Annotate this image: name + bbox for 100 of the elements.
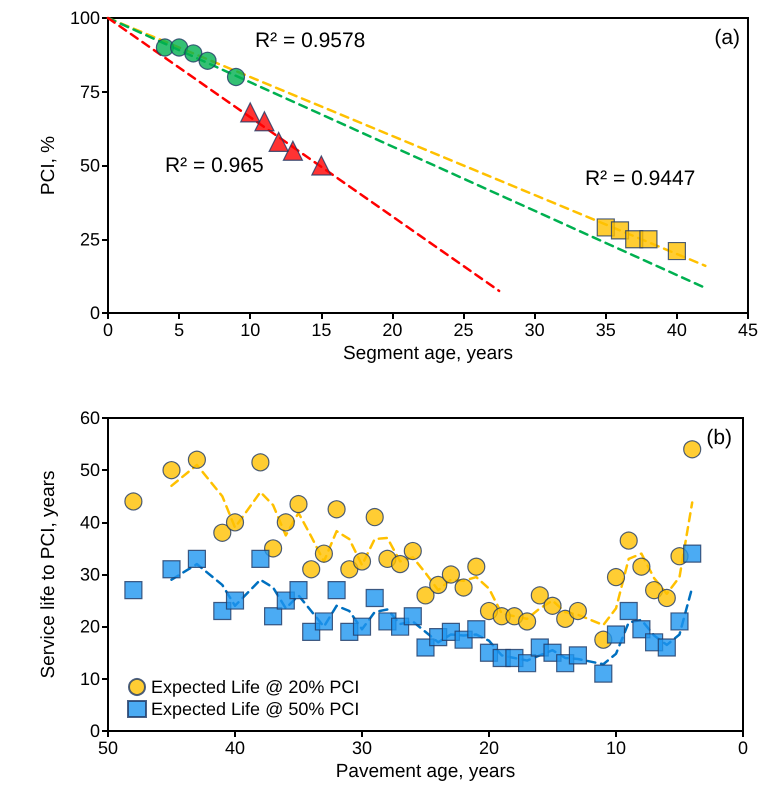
x-tick-label: 30 [524, 320, 545, 340]
point [670, 612, 689, 631]
x-tick-label: 25 [454, 320, 474, 340]
point [251, 453, 270, 472]
y-tick-label: 0 [90, 303, 100, 323]
point [658, 588, 676, 608]
point [124, 581, 142, 600]
y-tick-label: 25 [80, 229, 100, 250]
point [198, 52, 217, 70]
y-tick-label: 75 [80, 82, 100, 102]
point [352, 618, 372, 636]
legend-label: Expected Life @ 50% PCI [151, 699, 360, 719]
x-tick-label: 15 [311, 320, 332, 340]
point [311, 155, 332, 176]
point [668, 242, 686, 260]
point [340, 560, 358, 578]
x-tick-label: 5 [174, 320, 184, 340]
y-axis-title: Service life to PCI, years [38, 470, 59, 679]
x-axis-title: Segment age, years [342, 342, 514, 364]
y-tick-label: 60 [80, 408, 100, 428]
annotation: R² = 0.965 [165, 154, 264, 177]
point [645, 581, 664, 600]
y-tick-label: 10 [80, 668, 100, 689]
point [639, 230, 658, 248]
x-tick-label: 40 [666, 320, 687, 340]
point [518, 612, 536, 631]
x-axis-title: Pavement age, years [336, 760, 516, 782]
point [391, 554, 410, 574]
point [226, 591, 244, 610]
x-tick-label: 45 [738, 320, 758, 340]
legend-label: Expected Life @ 20% PCI [151, 677, 360, 697]
point [188, 450, 206, 469]
y-tick-label: 30 [80, 564, 100, 584]
point [162, 461, 181, 480]
point [328, 581, 346, 600]
point [632, 620, 650, 638]
point [289, 494, 308, 514]
point [404, 607, 422, 626]
point [467, 620, 486, 638]
point [568, 602, 587, 620]
point [606, 568, 626, 586]
y-tick-label: 100 [70, 8, 100, 28]
point [302, 560, 320, 578]
point [188, 550, 206, 568]
point [467, 558, 486, 576]
point [282, 140, 303, 161]
x-tick-label: 30 [352, 738, 372, 758]
x-tick-label: 20 [478, 738, 500, 758]
point [632, 558, 650, 576]
point [556, 610, 574, 628]
point [264, 607, 282, 626]
point [594, 664, 612, 683]
point [240, 102, 260, 122]
point [454, 578, 473, 597]
point [416, 586, 435, 604]
point [276, 513, 295, 532]
y-tick-label: 40 [80, 512, 100, 532]
point [251, 550, 270, 568]
point [328, 500, 346, 518]
x-tick-label: 40 [224, 738, 246, 758]
point [683, 440, 702, 458]
point [314, 612, 333, 631]
point [226, 68, 246, 86]
annotation: R² = 0.9447 [585, 167, 696, 190]
point [429, 576, 448, 594]
point [606, 625, 626, 644]
y-tick-label: 50 [80, 460, 100, 480]
x-tick-label: 0 [738, 738, 748, 758]
point [254, 111, 275, 132]
point [530, 586, 549, 604]
annotation: R² = 0.9578 [255, 29, 366, 52]
point [568, 646, 587, 664]
point [352, 552, 372, 571]
point [518, 654, 536, 672]
point [226, 513, 244, 532]
point [658, 638, 676, 657]
point [213, 524, 232, 542]
point [620, 602, 638, 620]
point [162, 560, 181, 578]
point [264, 539, 282, 558]
point [620, 531, 638, 550]
point [683, 544, 702, 563]
y-tick-label: 0 [90, 721, 100, 741]
point [314, 544, 333, 563]
point [289, 581, 308, 600]
x-tick-label: 35 [596, 320, 616, 340]
point [170, 38, 188, 57]
point [404, 542, 422, 560]
x-tick-label: 0 [102, 320, 114, 340]
x-tick-label: 10 [606, 738, 626, 758]
point [268, 132, 289, 152]
x-tick-label: 20 [382, 320, 402, 340]
x-tick-label: 10 [240, 320, 260, 340]
chart-title: (b) [706, 426, 732, 449]
point [543, 596, 562, 615]
point [442, 565, 460, 584]
chart-title: (a) [714, 26, 740, 49]
y-axis-title: PCI, % [38, 136, 59, 196]
point [366, 588, 384, 608]
point [366, 508, 384, 526]
